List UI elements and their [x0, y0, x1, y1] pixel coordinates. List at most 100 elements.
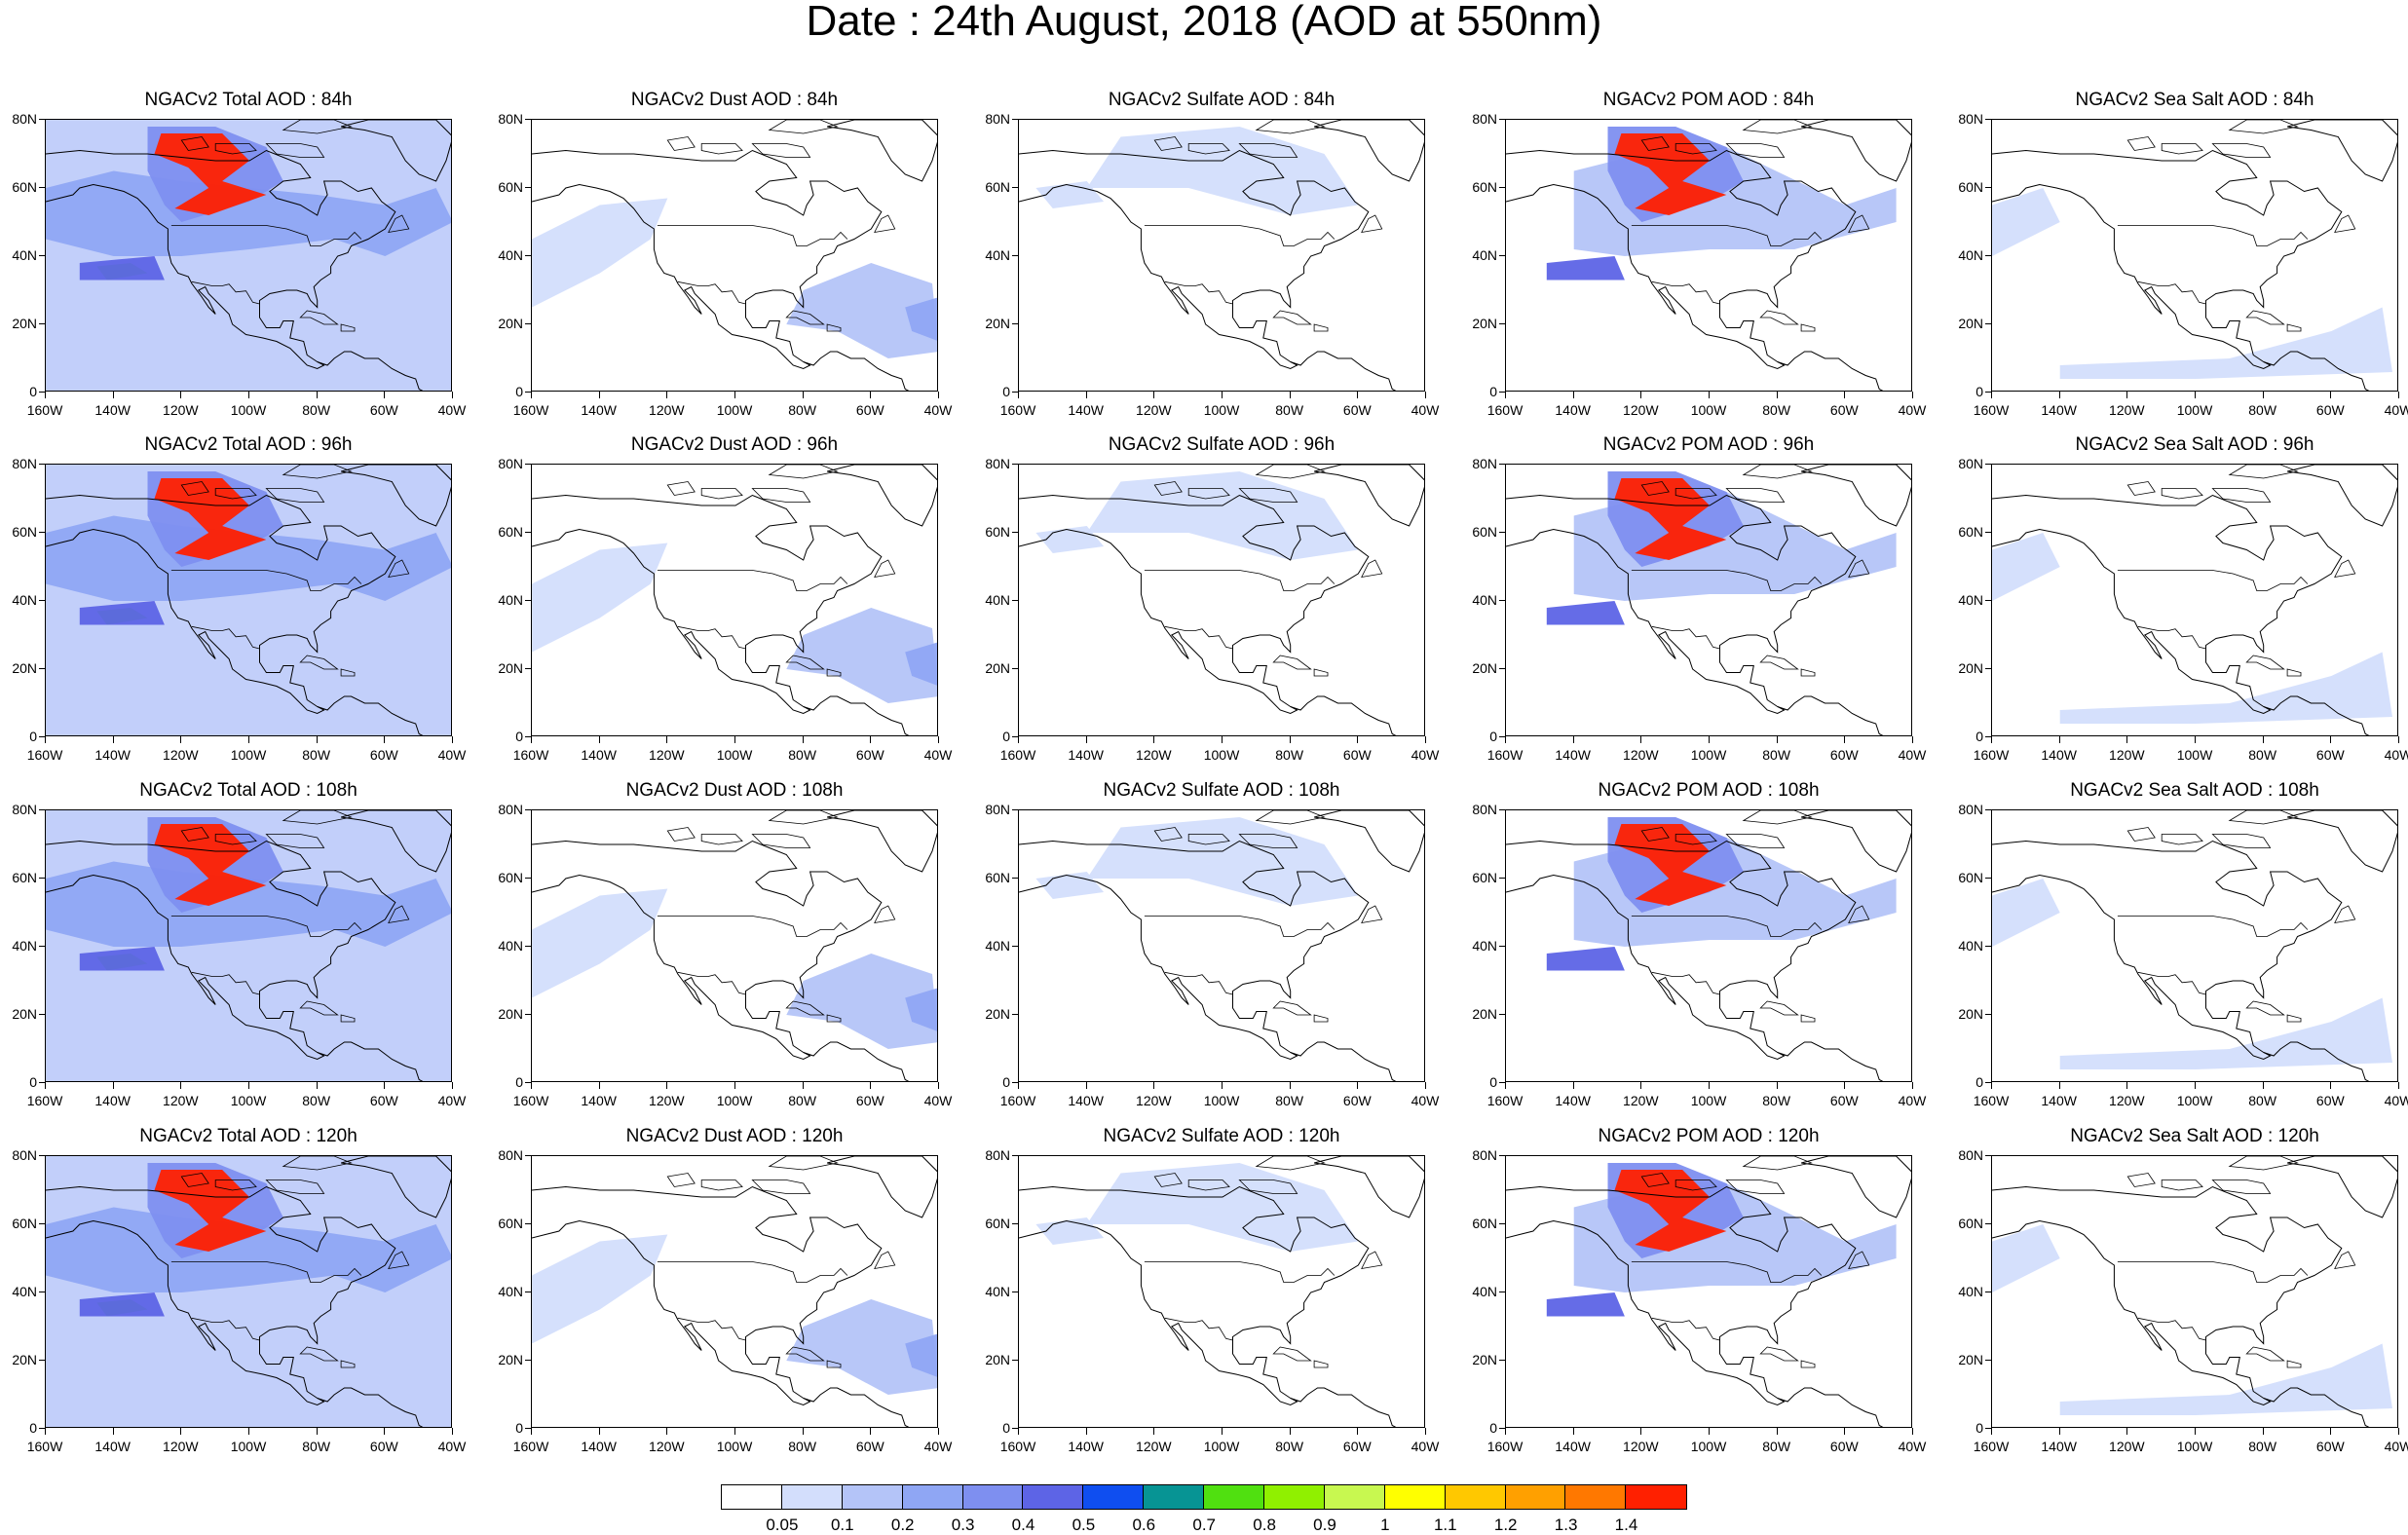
lat-tick-mark: [1985, 736, 1991, 737]
panel-title: NGACv2 Total AOD : 108h: [139, 780, 357, 801]
lat-tick-label: 0: [1489, 1420, 1497, 1436]
lat-tick-label: 60N: [498, 1216, 523, 1231]
lon-tick-mark: [1991, 1082, 1992, 1089]
lon-tick-label: 40W: [923, 1439, 953, 1454]
lat-tick-label: 60N: [498, 179, 523, 195]
colorbar-label: 0.4: [1011, 1516, 1035, 1534]
lon-tick-mark: [1572, 736, 1574, 743]
lat-tick-mark: [525, 464, 531, 465]
colorbar-swatch: [962, 1485, 1024, 1509]
lat-tick-label: 60N: [1958, 179, 1983, 195]
lon-tick-mark: [2262, 1428, 2264, 1435]
lat-tick-label: 40N: [1472, 1284, 1497, 1299]
lat-tick-label: 80N: [985, 1147, 1010, 1163]
panel-title: NGACv2 POM AOD : 84h: [1602, 90, 1815, 110]
lon-tick-mark: [1018, 392, 1019, 398]
lon-tick-label: 140W: [1068, 1093, 1104, 1108]
lon-tick-label: 80W: [1762, 1093, 1791, 1108]
lon-tick-label: 40W: [437, 1093, 467, 1108]
lon-tick-mark: [248, 1082, 249, 1089]
lon-tick-label: 60W: [1829, 1439, 1859, 1454]
lon-tick-mark: [1222, 1428, 1223, 1435]
aod-map: [1505, 119, 1912, 392]
lon-tick-mark: [1572, 392, 1574, 398]
lon-tick-mark: [248, 392, 249, 398]
lat-tick-mark: [1499, 668, 1505, 669]
lat-tick-label: 60N: [1472, 524, 1497, 540]
lat-tick-label: 0: [515, 729, 523, 744]
lon-tick-mark: [1357, 736, 1359, 743]
lon-tick-mark: [45, 1428, 46, 1435]
lon-tick-label: 100W: [1690, 747, 1727, 763]
lon-tick-label: 80W: [1762, 402, 1791, 418]
lon-tick-mark: [1425, 1428, 1426, 1435]
map-panel-total-96h: NGACv2 Total AOD : 96h 80N 60N 40N 20N 0 160W 1…: [12, 434, 466, 763]
lat-tick-label: 80N: [1958, 456, 1983, 471]
lon-tick-label: 160W: [512, 747, 549, 763]
lon-tick-label: 100W: [1203, 747, 1240, 763]
lat-tick-label: 80N: [498, 456, 523, 471]
lat-tick-mark: [39, 187, 45, 188]
lon-tick-label: 100W: [1690, 402, 1727, 418]
lon-tick-mark: [2195, 1428, 2196, 1435]
lon-tick-label: 100W: [716, 747, 753, 763]
map-panel-pom-96h: NGACv2 POM AOD : 96h 80N 60N 40N 20N 0 160W 140…: [1472, 434, 1926, 763]
lon-tick-mark: [531, 736, 532, 743]
lon-tick-label: 40W: [1411, 1093, 1440, 1108]
lat-tick-label: 40N: [985, 938, 1010, 954]
colorbar-label: 0.6: [1132, 1516, 1156, 1534]
lon-tick-mark: [1153, 392, 1155, 398]
lat-tick-mark: [1012, 946, 1018, 947]
lon-tick-mark: [1425, 736, 1426, 743]
panel-title: NGACv2 Sea Salt AOD : 108h: [2070, 780, 2319, 801]
lon-tick-label: 120W: [1623, 747, 1659, 763]
lat-tick-mark: [525, 1014, 531, 1015]
colorbar-swatch: [1324, 1485, 1385, 1509]
lat-tick-label: 0: [1002, 729, 1010, 744]
lat-tick-label: 60N: [1958, 524, 1983, 540]
lon-tick-label: 160W: [1486, 747, 1524, 763]
lat-tick-label: 20N: [985, 1006, 1010, 1022]
lon-tick-mark: [452, 736, 453, 743]
lat-tick-mark: [1985, 323, 1991, 324]
lat-tick-label: 0: [1489, 729, 1497, 744]
lat-tick-label: 80N: [1958, 111, 1983, 127]
lon-tick-mark: [1505, 1428, 1506, 1435]
lon-tick-label: 80W: [788, 747, 817, 763]
lon-tick-label: 40W: [1411, 747, 1440, 763]
lon-tick-label: 160W: [999, 402, 1036, 418]
lon-tick-label: 80W: [1762, 747, 1791, 763]
lat-tick-mark: [1985, 809, 1991, 810]
lon-tick-label: 120W: [649, 1093, 685, 1108]
lon-tick-mark: [1640, 736, 1642, 743]
lat-tick-label: 20N: [1472, 1006, 1497, 1022]
aod-map: [1505, 809, 1912, 1082]
lon-tick-label: 120W: [2109, 1439, 2145, 1454]
lon-tick-mark: [1776, 736, 1778, 743]
lat-tick-label: 80N: [12, 111, 37, 127]
lon-tick-mark: [2398, 1082, 2399, 1089]
lon-tick-label: 40W: [1898, 747, 1927, 763]
lon-tick-label: 100W: [1203, 1439, 1240, 1454]
lon-tick-label: 60W: [2315, 1439, 2345, 1454]
lon-tick-mark: [1018, 1082, 1019, 1089]
lat-tick-label: 0: [1489, 384, 1497, 399]
lon-tick-label: 100W: [716, 1093, 753, 1108]
lat-tick-label: 20N: [1472, 316, 1497, 331]
lon-tick-label: 100W: [230, 747, 267, 763]
lat-tick-mark: [1499, 1155, 1505, 1156]
colorbar-swatch: [1565, 1485, 1627, 1509]
lat-tick-mark: [525, 668, 531, 669]
lon-tick-label: 100W: [1203, 402, 1240, 418]
map-panel-seasalt-96h: NGACv2 Sea Salt AOD : 96h 80N 60N 40N 20N 0 16…: [1958, 434, 2408, 763]
lat-tick-mark: [1012, 532, 1018, 533]
lat-tick-mark: [1499, 878, 1505, 879]
lon-tick-mark: [2262, 736, 2264, 743]
lat-tick-mark: [1012, 1014, 1018, 1015]
lon-tick-label: 80W: [1275, 1093, 1304, 1108]
lat-tick-mark: [1499, 809, 1505, 810]
lon-tick-label: 80W: [1275, 1439, 1304, 1454]
lat-tick-mark: [1499, 323, 1505, 324]
lon-tick-label: 40W: [923, 402, 953, 418]
lat-tick-mark: [525, 1082, 531, 1083]
